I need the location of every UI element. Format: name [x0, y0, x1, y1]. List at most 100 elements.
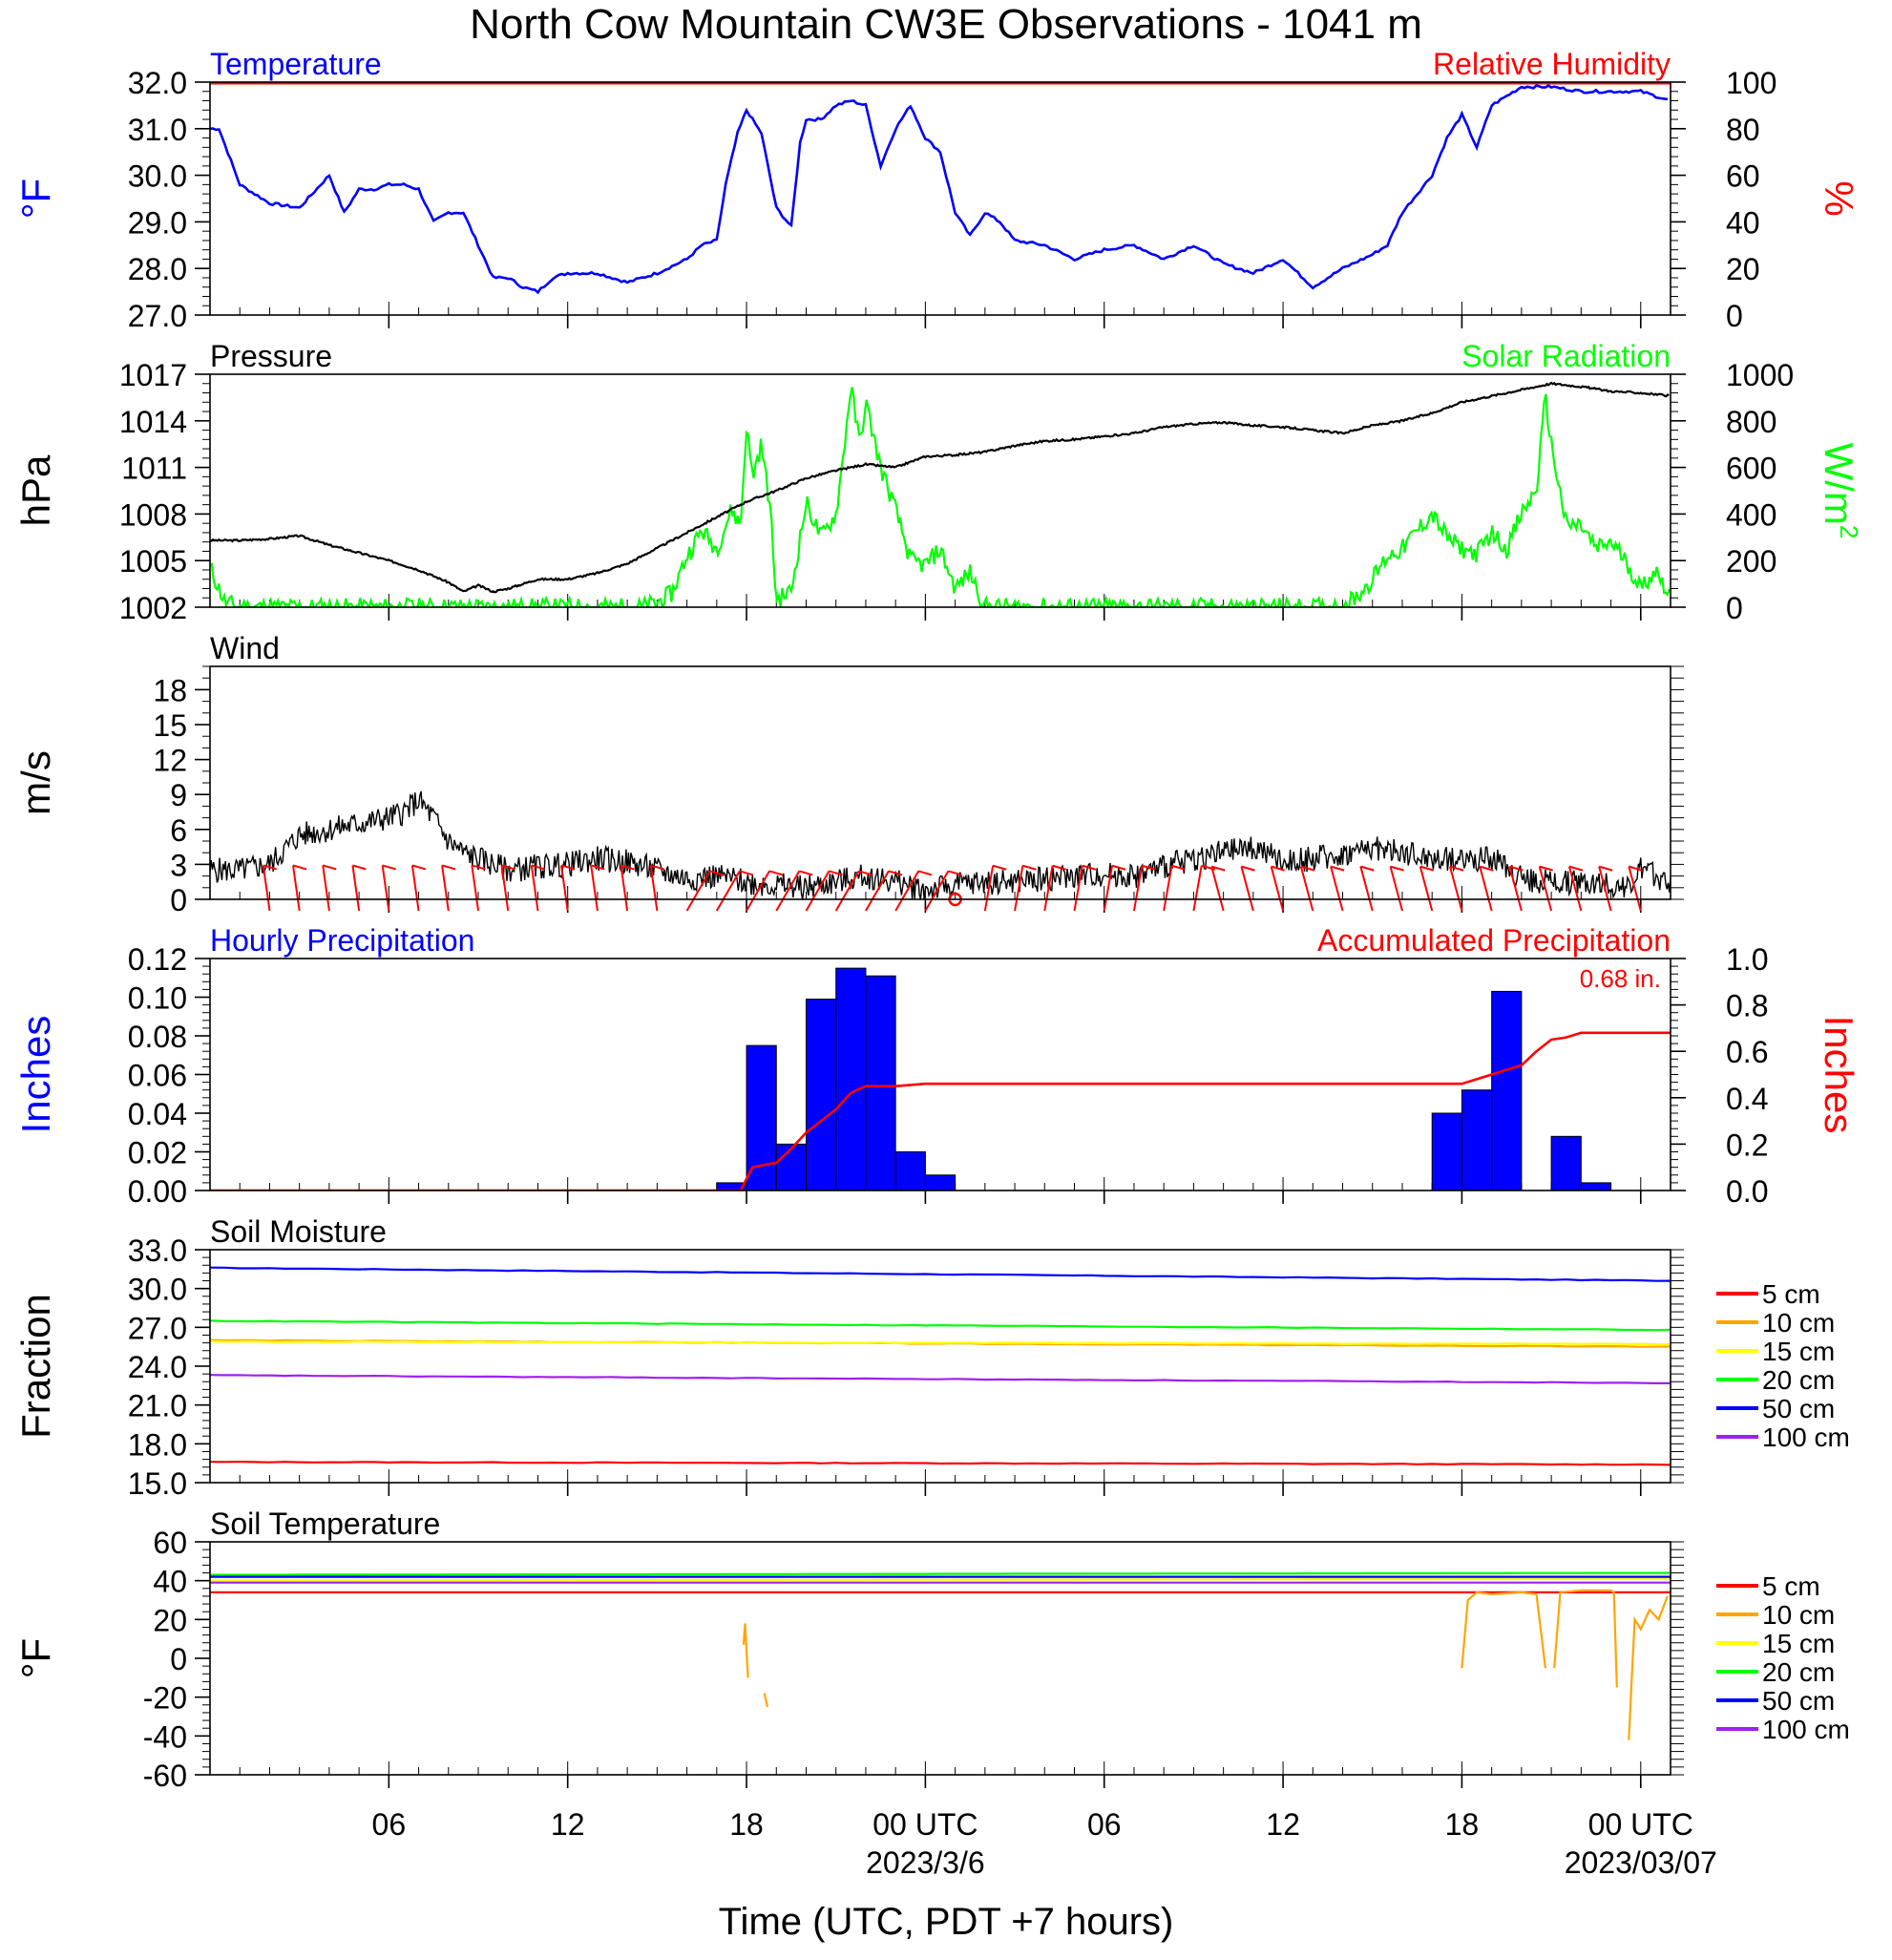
wind-barb-flag — [1241, 865, 1255, 872]
left-tick-label: 0.00 — [128, 1174, 187, 1209]
wind-barb-flag — [992, 864, 1007, 871]
left-unit-label: m/s — [13, 750, 58, 815]
wind-barb-flag — [322, 864, 337, 871]
left-tick-label: 28.0 — [128, 252, 187, 286]
wind-barb — [1508, 866, 1523, 912]
wind-barb-flag — [352, 864, 367, 871]
left-unit-label: Fraction — [13, 1294, 58, 1439]
panel-title-right: Accumulated Precipitation — [1317, 923, 1671, 958]
right-unit-label: W/m2 — [1817, 443, 1863, 539]
wind-barb — [775, 870, 801, 912]
left-tick-label: 1005 — [119, 544, 187, 579]
wind-barb — [1359, 866, 1374, 912]
left-tick-label: 31.0 — [128, 113, 187, 147]
wind-barb-flag — [590, 864, 605, 871]
precip-bar — [1550, 1135, 1582, 1191]
left-unit-label: Inches — [13, 1016, 58, 1134]
right-tick-label: 100 — [1726, 66, 1776, 100]
x-tick-label: 12 — [1266, 1807, 1300, 1842]
wind-barb — [865, 870, 890, 912]
wind-barb — [1192, 865, 1203, 912]
wind-barb-flag — [560, 864, 576, 871]
wind-barb — [746, 870, 770, 912]
soil-series-line — [210, 1339, 1671, 1346]
precip-bar — [1580, 1182, 1612, 1191]
accumulated-precip-line — [210, 1031, 1671, 1191]
right-tick-label: 60 — [1726, 159, 1760, 194]
left-tick-label: 0.02 — [128, 1136, 187, 1170]
wind-barb — [620, 865, 629, 912]
right-tick-label: 0.8 — [1726, 989, 1768, 1023]
right-tick-label: 0 — [1726, 299, 1743, 333]
left-unit-label: °F — [13, 1638, 58, 1678]
left-tick-label: 0.10 — [128, 981, 187, 1016]
legend-label: 15 cm — [1762, 1629, 1835, 1658]
precip-bar — [1461, 1089, 1493, 1191]
soil-series-line — [210, 1577, 1671, 1582]
pressure-line — [210, 381, 1670, 594]
wind-barb-flag — [292, 864, 307, 871]
x-tick-label: 18 — [1445, 1807, 1480, 1842]
precip-bar — [775, 1143, 807, 1191]
left-tick-label: 1014 — [119, 405, 187, 439]
wind-barb-flag — [858, 870, 872, 876]
wind-barb — [1132, 865, 1144, 912]
left-tick-label: 0.08 — [128, 1020, 187, 1054]
wind-barb — [1419, 866, 1434, 912]
wind-barb-flag — [1598, 865, 1613, 872]
wind-barb — [1073, 865, 1083, 912]
left-tick-label: 27.0 — [128, 299, 187, 333]
wind-barb — [590, 865, 599, 912]
panel-pressure-solar: 1002 1005 1008 1011 1014 1017 0 200 400 600 800 100… — [13, 339, 1863, 625]
soil-series-segment — [1553, 1589, 1618, 1688]
wind-barb — [441, 865, 450, 912]
right-tick-label: 0.4 — [1726, 1082, 1768, 1116]
left-tick-label: 3 — [170, 848, 187, 882]
wind-barb — [292, 865, 301, 912]
wind-barb-flag — [1052, 864, 1066, 871]
x-date-label: 2023/3/6 — [866, 1845, 985, 1880]
soil-series-segment — [1461, 1591, 1546, 1669]
wind-barb-flag — [1509, 865, 1524, 872]
right-unit-superscript: 2 — [1835, 525, 1863, 538]
wind-barb — [1163, 865, 1173, 912]
x-tick-label: 06 — [1087, 1807, 1122, 1842]
left-tick-label: 60 — [153, 1526, 187, 1560]
legend-label: 10 cm — [1762, 1308, 1835, 1338]
wind-barb-flag — [472, 864, 486, 871]
left-tick-label: 15 — [153, 708, 187, 743]
solar-radiation-line — [210, 387, 1671, 607]
x-axis-label: Time (UTC, PDT +7 hours) — [719, 1901, 1174, 1943]
wind-barb — [530, 865, 539, 912]
left-tick-label: -60 — [143, 1759, 187, 1793]
left-tick-label: 40 — [153, 1565, 187, 1599]
wind-barb — [262, 865, 271, 912]
wind-barb-flag — [1111, 864, 1126, 871]
wind-barb — [1628, 866, 1642, 912]
panel-title-right: Solar Radiation — [1461, 339, 1671, 373]
wind-barb — [1389, 866, 1403, 912]
wind-barb — [1567, 866, 1583, 912]
wind-barb — [894, 870, 920, 912]
wind-barb-flag — [411, 864, 427, 871]
left-tick-label: 0.12 — [128, 942, 187, 977]
precip-bar — [805, 999, 837, 1191]
wind-barb — [1210, 866, 1225, 912]
soil-series-line — [210, 1266, 1671, 1282]
right-tick-label: 600 — [1726, 452, 1776, 486]
x-date-label: 2023/03/07 — [1565, 1845, 1717, 1880]
wind-barb-flag — [1419, 865, 1435, 872]
left-tick-label: 0 — [170, 883, 187, 917]
wind-barb — [715, 870, 741, 912]
wind-barb-flag — [888, 870, 903, 876]
wind-barb-flag — [1360, 865, 1375, 872]
x-tick-label: 12 — [551, 1807, 585, 1842]
panel-precip: 0.00 0.02 0.04 0.06 0.08 0.10 0.12 0.0 0.2 0.4 0.6… — [13, 923, 1861, 1209]
right-tick-label: 1.0 — [1726, 942, 1768, 977]
precip-bar — [1491, 990, 1523, 1191]
right-tick-label: 200 — [1726, 544, 1776, 579]
legend-label: 100 cm — [1762, 1423, 1850, 1452]
legend-label: 20 cm — [1762, 1657, 1835, 1687]
left-tick-label: 20 — [153, 1603, 187, 1637]
wind-barb-flag — [1300, 865, 1315, 872]
